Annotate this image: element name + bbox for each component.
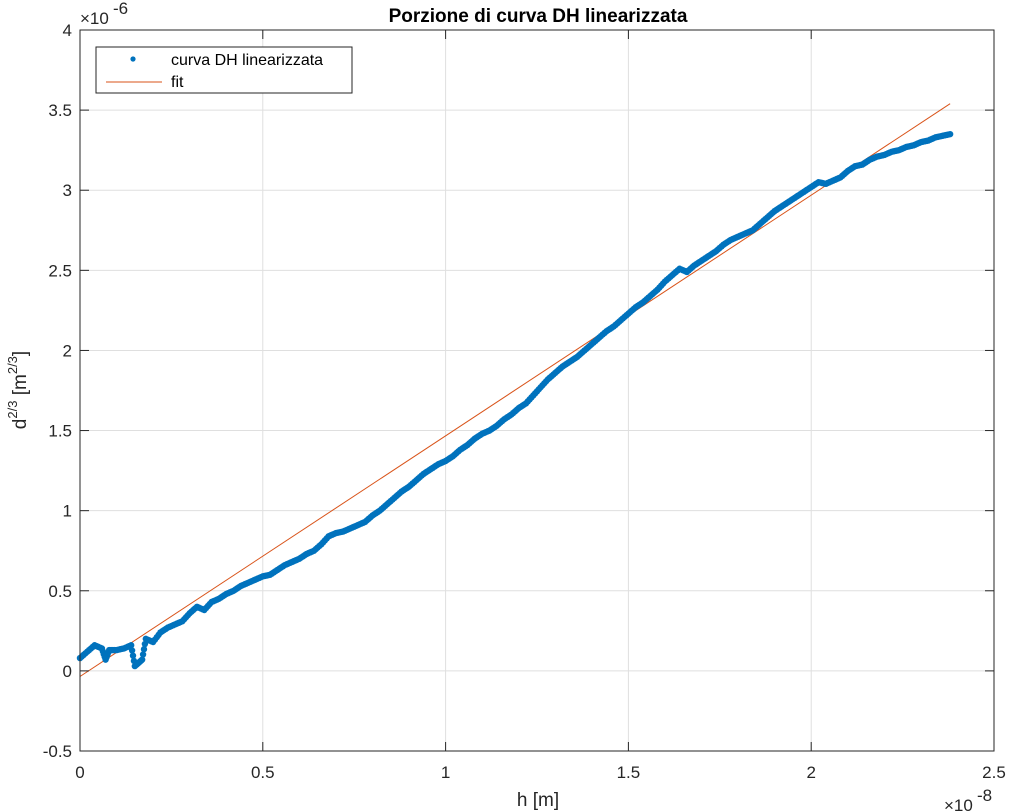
svg-text:×10: ×10	[80, 9, 109, 28]
x-tick-label: 2.5	[982, 763, 1006, 782]
x-tick-label: 1.5	[617, 763, 641, 782]
y-tick-label: 2	[63, 341, 72, 360]
chart-title: Porzione di curva DH linearizzata	[389, 6, 688, 27]
svg-text:×10: ×10	[944, 796, 973, 812]
x-tick-label: 1	[441, 763, 450, 782]
y-tick-labels: -0.5 0 0.5 1 1.5 2 2.5 3 3.5 4	[43, 21, 72, 761]
data-point	[128, 647, 136, 654]
x-exponent: ×10 -8	[944, 786, 992, 812]
x-tick-label: 0	[75, 763, 84, 782]
y-exponent: ×10 -6	[80, 0, 128, 28]
y-tick-label: 1	[63, 502, 72, 521]
y-exponent-value: -6	[113, 0, 128, 18]
legend-box	[95, 46, 353, 94]
data-point	[127, 642, 135, 649]
y-tick-label: 0	[63, 662, 72, 681]
fit-line-layer	[79, 103, 951, 677]
legend-marker-curva	[130, 56, 136, 62]
x-tick-label: 0.5	[251, 763, 275, 782]
ticks	[79, 29, 995, 752]
y-tick-label: 2.5	[48, 261, 72, 280]
x-exponent-value: -8	[977, 786, 992, 805]
legend-label-curva: curva DH linearizzata	[171, 52, 323, 69]
y-tick-label: 4	[63, 21, 72, 40]
data-point	[946, 130, 954, 138]
data-point	[138, 656, 146, 663]
y-tick-label: 3	[63, 181, 72, 200]
y-tick-label: 0.5	[48, 582, 72, 601]
y-tick-label: 3.5	[48, 101, 72, 120]
data-point	[140, 646, 148, 653]
axes-box	[79, 29, 995, 752]
legend: curva DH linearizzata fit	[95, 46, 353, 94]
svg-text:d2/3 [m2/3]: d2/3 [m2/3]	[5, 351, 31, 429]
data-points	[76, 130, 954, 670]
legend-label-fit: fit	[171, 74, 184, 91]
x-tick-labels: 0 0.5 1 1.5 2 2.5	[75, 763, 1006, 782]
data-point	[129, 652, 137, 659]
y-axis-label: d2/3 [m2/3]	[5, 351, 31, 429]
data-point	[139, 651, 147, 658]
fit-line	[79, 103, 951, 677]
x-axis-label: h [m]	[517, 790, 559, 811]
x-tick-label: 2	[806, 763, 815, 782]
y-tick-label: -0.5	[43, 742, 72, 761]
y-tick-label: 1.5	[48, 422, 72, 441]
grid	[80, 30, 994, 751]
